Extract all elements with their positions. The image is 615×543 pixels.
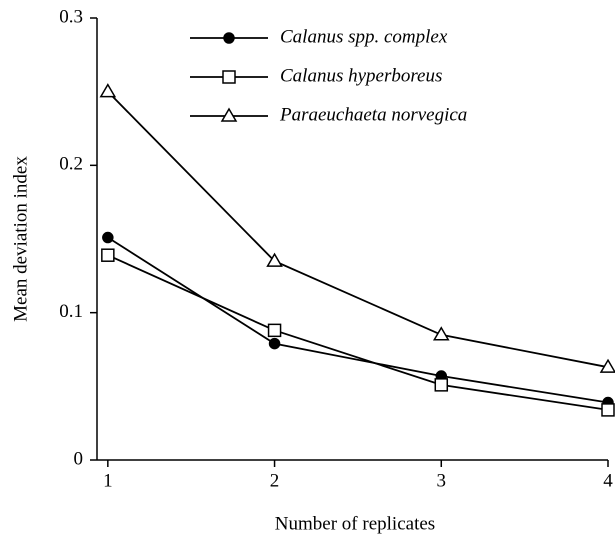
marker xyxy=(222,70,236,84)
marker xyxy=(102,231,114,244)
y-axis-label: Mean deviation index xyxy=(10,156,31,322)
y-tick-label: 0.3 xyxy=(59,6,83,27)
marker xyxy=(266,252,283,267)
x-tick-label: 3 xyxy=(437,470,447,491)
series-line xyxy=(107,236,609,404)
y-tick-label: 0.2 xyxy=(59,154,83,175)
marker xyxy=(434,378,449,392)
x-tick-label: 4 xyxy=(603,470,613,491)
marker xyxy=(432,326,450,341)
marker xyxy=(601,403,615,417)
marker xyxy=(101,248,115,262)
x-tick-label: 2 xyxy=(270,470,280,491)
y-tick-label: 0.1 xyxy=(59,301,83,322)
y-tick-label: 0 xyxy=(74,448,84,469)
legend-label: Paraeuchaeta norvegica xyxy=(279,104,467,125)
series-line xyxy=(107,91,609,369)
marker xyxy=(223,32,235,44)
marker xyxy=(220,107,238,122)
x-axis-label: Number of replicates xyxy=(275,513,435,534)
marker xyxy=(599,358,615,373)
legend-label: Calanus hyperboreus xyxy=(280,65,442,86)
x-tick-label: 1 xyxy=(103,470,113,491)
marker xyxy=(268,337,281,350)
marker xyxy=(99,83,117,98)
legend-label: Calanus spp. complex xyxy=(280,26,448,47)
series-line xyxy=(107,254,609,411)
marker xyxy=(267,323,282,338)
